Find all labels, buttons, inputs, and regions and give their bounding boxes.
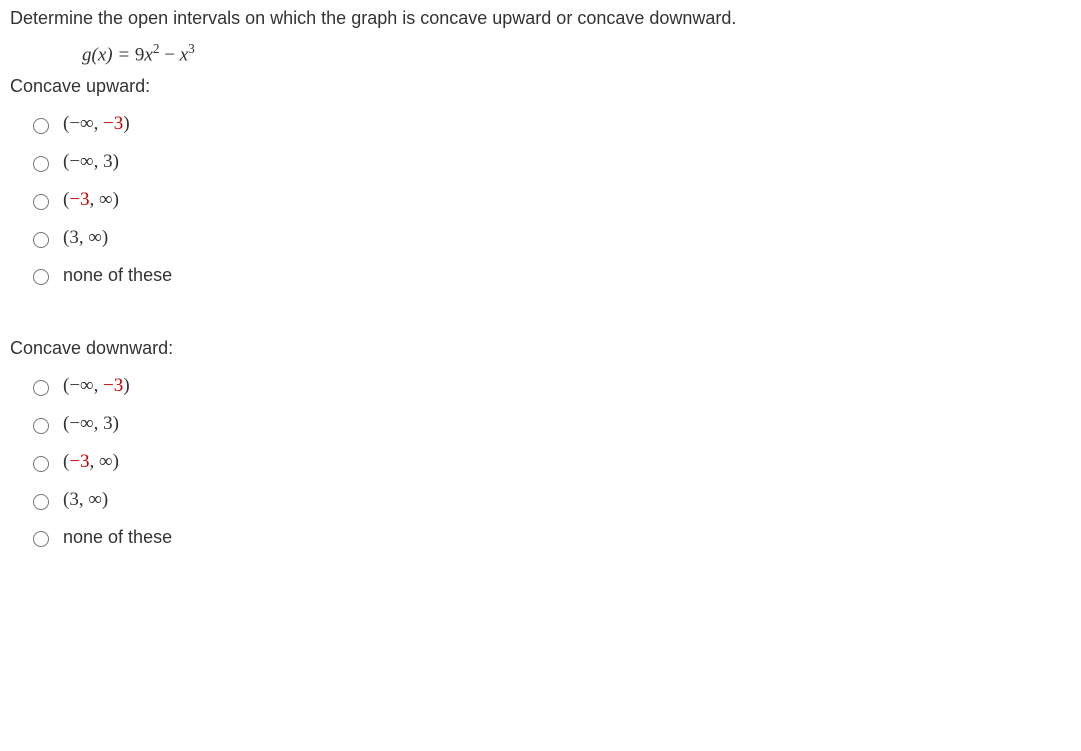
paren-close: ) (113, 151, 119, 172)
comma: , (79, 227, 89, 248)
eq-t1-exp: 2 (153, 41, 160, 56)
concave-downward-label: Concave downward: (10, 338, 1071, 359)
interval-a: −3 (69, 451, 89, 472)
interval-b: ∞ (99, 451, 113, 472)
upward-option-2[interactable]: (−3, ∞) (28, 189, 1071, 211)
option-label: (−∞, −3) (63, 113, 130, 135)
paren-close: ) (102, 489, 108, 510)
interval-a: −∞ (69, 113, 93, 134)
interval-b: 3 (103, 413, 113, 434)
eq-t1-var: x (144, 44, 152, 65)
upward-option-1[interactable]: (−∞, 3) (28, 151, 1071, 173)
comma: , (79, 489, 89, 510)
spacer (10, 302, 1071, 332)
interval-b: ∞ (99, 189, 113, 210)
interval-b: 3 (103, 151, 113, 172)
option-label: (3, ∞) (63, 489, 108, 511)
eq-t1-coef: 9 (135, 44, 145, 65)
downward-radio-2[interactable] (33, 456, 49, 472)
downward-option-0[interactable]: (−∞, −3) (28, 375, 1071, 397)
eq-equals: = (113, 44, 135, 65)
downward-radio-3[interactable] (33, 494, 49, 510)
equation: g(x) = 9x2 − x3 (82, 41, 1071, 66)
downward-radio-1[interactable] (33, 418, 49, 434)
eq-minus: − (160, 44, 180, 65)
comma: , (90, 189, 100, 210)
interval-b: −3 (103, 113, 123, 134)
option-label: (−∞, 3) (63, 151, 119, 173)
comma: , (94, 375, 104, 396)
upward-option-0[interactable]: (−∞, −3) (28, 113, 1071, 135)
upward-radio-0[interactable] (33, 118, 49, 134)
upward-option-4[interactable]: none of these (28, 265, 1071, 286)
option-label: (−∞, −3) (63, 375, 130, 397)
paren-close: ) (113, 413, 119, 434)
downward-radio-0[interactable] (33, 380, 49, 396)
downward-option-4[interactable]: none of these (28, 527, 1071, 548)
option-label: (−3, ∞) (63, 189, 119, 211)
comma: , (94, 413, 104, 434)
upward-option-3[interactable]: (3, ∞) (28, 227, 1071, 249)
comma: , (90, 451, 100, 472)
interval-b: ∞ (88, 489, 102, 510)
upward-radio-4[interactable] (33, 269, 49, 285)
paren-close: ) (123, 375, 129, 396)
interval-b: ∞ (88, 227, 102, 248)
eq-t2-exp: 3 (188, 41, 195, 56)
upward-radio-3[interactable] (33, 232, 49, 248)
question-text: Determine the open intervals on which th… (10, 8, 1071, 29)
paren-close: ) (123, 113, 129, 134)
paren-close: ) (113, 451, 119, 472)
concave-upward-label: Concave upward: (10, 76, 1071, 97)
interval-a: −∞ (69, 151, 93, 172)
option-label: (3, ∞) (63, 227, 108, 249)
option-label: none of these (63, 527, 172, 548)
option-label: none of these (63, 265, 172, 286)
comma: , (94, 113, 104, 134)
downward-options: (−∞, −3) (−∞, 3) (−3, ∞) (3, ∞) none of … (28, 375, 1071, 548)
option-label: (−3, ∞) (63, 451, 119, 473)
option-label: (−∞, 3) (63, 413, 119, 435)
upward-options: (−∞, −3) (−∞, 3) (−3, ∞) (3, ∞) none of … (28, 113, 1071, 286)
comma: , (94, 151, 104, 172)
eq-func: g (82, 44, 92, 65)
interval-a: −∞ (69, 375, 93, 396)
upward-radio-1[interactable] (33, 156, 49, 172)
paren-close: ) (113, 189, 119, 210)
downward-radio-4[interactable] (33, 531, 49, 547)
eq-var: x (98, 44, 106, 65)
downward-option-2[interactable]: (−3, ∞) (28, 451, 1071, 473)
downward-option-3[interactable]: (3, ∞) (28, 489, 1071, 511)
interval-a: 3 (69, 227, 79, 248)
downward-option-1[interactable]: (−∞, 3) (28, 413, 1071, 435)
interval-a: −3 (69, 189, 89, 210)
upward-radio-2[interactable] (33, 194, 49, 210)
paren-close: ) (102, 227, 108, 248)
interval-a: −∞ (69, 413, 93, 434)
interval-b: −3 (103, 375, 123, 396)
eq-t2-var: x (180, 44, 188, 65)
interval-a: 3 (69, 489, 79, 510)
